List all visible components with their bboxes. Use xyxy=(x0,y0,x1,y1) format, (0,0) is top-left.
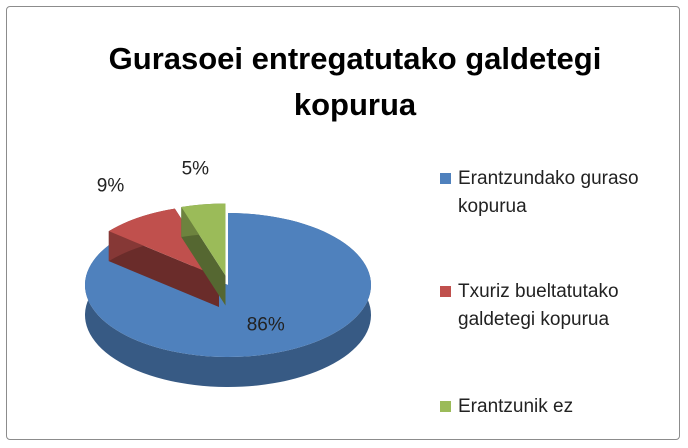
chart-frame xyxy=(6,6,680,440)
pie-slice xyxy=(181,203,226,306)
pie-cut-wall xyxy=(108,231,220,308)
legend-label: Erantzunik ez xyxy=(458,396,574,417)
pie-top xyxy=(84,213,371,357)
legend-swatch xyxy=(440,173,451,184)
legend-item: Txuriz bueltatutako galdetegi kopurua xyxy=(440,278,678,334)
legend-item: Erantzundako guraso kopurua xyxy=(440,165,678,221)
legend-swatch xyxy=(440,401,451,412)
legend-label: Txuriz bueltatutako galdetegi kopurua xyxy=(458,281,619,330)
legend-item: Erantzunik ez xyxy=(440,393,678,421)
data-label: 5% xyxy=(182,159,210,180)
legend-swatch xyxy=(440,286,451,297)
data-label: 9% xyxy=(97,176,125,197)
legend-label: Erantzundako guraso kopurua xyxy=(458,168,639,217)
pie-top xyxy=(108,208,220,278)
pie-top xyxy=(181,203,226,276)
chart-title: Gurasoei entregatutako galdetegi kopurua xyxy=(108,41,602,122)
data-label: 86% xyxy=(247,314,285,335)
